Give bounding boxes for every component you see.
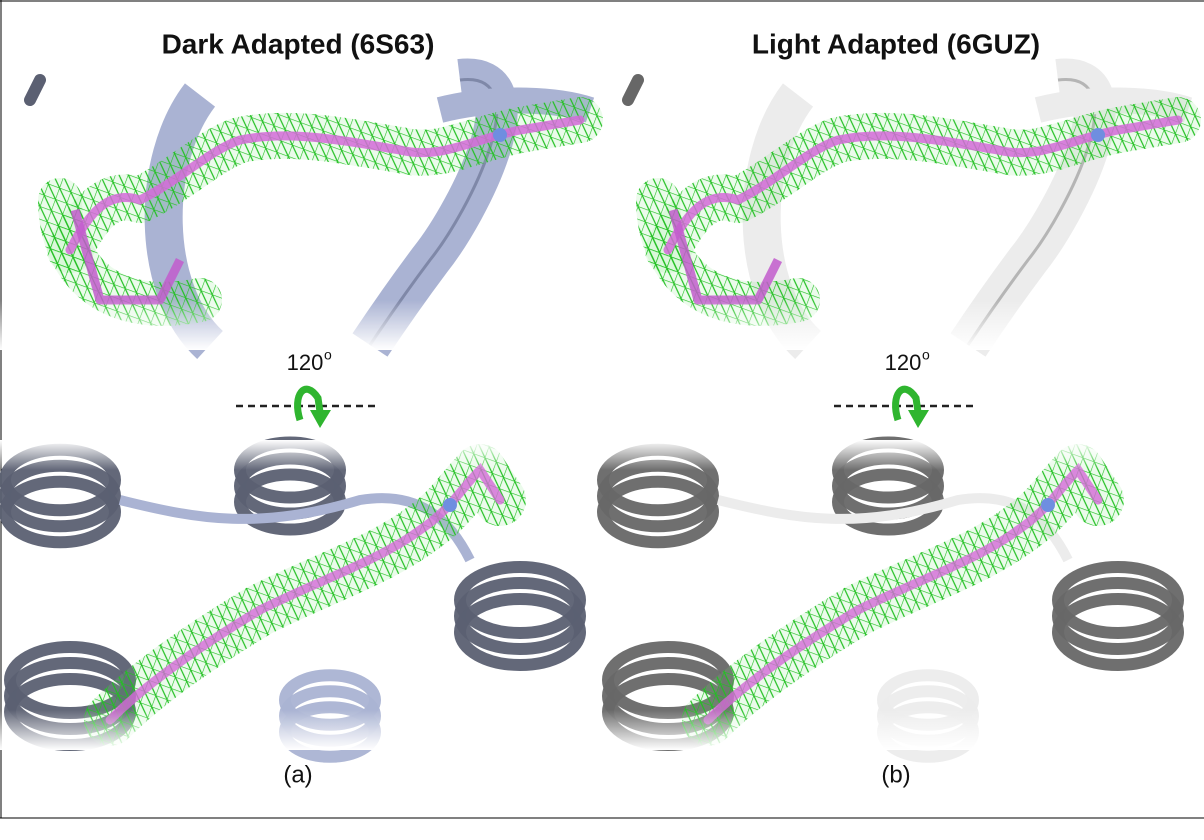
nitrogen-atom (1091, 128, 1105, 142)
fade (0, 440, 598, 470)
helix-coil (1058, 583, 1178, 649)
helix-ribbon (30, 80, 40, 100)
fade (598, 710, 1196, 750)
nitrogen-atom (1041, 498, 1055, 512)
helix-coil (460, 583, 580, 649)
rotation-label: 120 (287, 350, 324, 375)
structure-top (598, 79, 1196, 350)
rotation-arrowhead (310, 410, 331, 428)
rotation-unit: o (922, 347, 930, 363)
nitrogen-atom (493, 128, 507, 142)
structure-bottom (598, 440, 1196, 757)
rotation-arrowhead (908, 410, 929, 428)
fade (598, 300, 1196, 350)
fade (598, 440, 1196, 470)
panel-title: Dark Adapted (6S63) (162, 28, 435, 59)
rotation-unit: o (324, 347, 332, 363)
rotation-label: 120 (885, 350, 922, 375)
structure-top (0, 79, 598, 350)
figure: Dark Adapted (6S63)120o(a)Light Adapted … (0, 0, 1204, 840)
panel-title: Light Adapted (6GUZ) (752, 28, 1040, 59)
panel-label: (a) (283, 761, 312, 788)
helix-ribbon (628, 80, 638, 100)
panel-label: (b) (881, 761, 910, 788)
fade (0, 300, 598, 350)
fade (0, 710, 598, 750)
nitrogen-atom (443, 498, 457, 512)
structure-bottom (0, 440, 598, 757)
